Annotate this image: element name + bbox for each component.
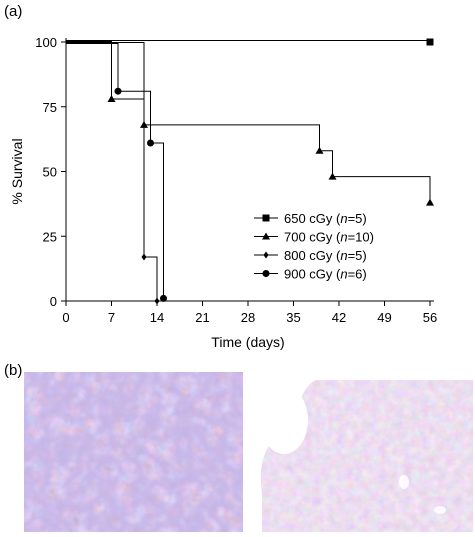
y-tick-label: 0 <box>50 294 57 309</box>
x-tick-label: 0 <box>62 310 69 325</box>
series-diamond <box>66 42 160 305</box>
series-square <box>66 38 434 46</box>
x-tick-label: 42 <box>332 310 346 325</box>
legend-triangle-icon <box>262 232 270 240</box>
y-tick-label: 75 <box>43 100 57 115</box>
series-line <box>66 41 431 203</box>
circle-point <box>147 139 154 147</box>
x-tick-label: 14 <box>150 310 164 325</box>
series-line <box>66 43 164 301</box>
legend-entry: 700 cGy (n=10) <box>254 230 374 245</box>
legend-circle-icon <box>262 270 270 277</box>
histology-image-left <box>24 372 243 532</box>
y-tick-label: 25 <box>43 229 57 244</box>
chart-plot-area <box>66 38 434 305</box>
legend-label: 900 cGy (n=6) <box>284 267 367 282</box>
x-axis-label: Time (days) <box>211 334 284 350</box>
triangle-point <box>328 172 337 180</box>
triangle-point <box>107 94 116 102</box>
legend-entry: 650 cGy (n=5) <box>254 211 367 226</box>
chart-axes: 0 7 14 21 28 35 42 49 56 0 25 50 75 100 <box>35 35 437 325</box>
legend-label: 700 cGy (n=10) <box>284 230 374 245</box>
histology-micrograph-right <box>254 372 473 532</box>
legend-entry: 800 cGy (n=5) <box>254 248 367 263</box>
diamond-point <box>141 253 147 261</box>
x-tick-label: 49 <box>377 310 391 325</box>
legend-square-icon <box>262 214 270 222</box>
x-tick-label: 28 <box>241 310 255 325</box>
x-tick-label: 35 <box>286 310 300 325</box>
x-tick-label: 56 <box>423 310 437 325</box>
survival-chart: 0 7 14 21 28 35 42 49 56 0 25 50 75 100 650 cGy (n=5)… <box>9 35 437 350</box>
histology-micrograph-left <box>24 372 243 532</box>
y-tick-label: 50 <box>43 165 57 180</box>
triangle-point <box>315 146 324 154</box>
diamond-point <box>154 297 160 305</box>
legend-label: 650 cGy (n=5) <box>284 211 367 226</box>
square-point <box>426 38 434 46</box>
series-circle <box>66 43 167 302</box>
y-tick-label: 100 <box>35 35 57 50</box>
legend-entry: 900 cGy (n=6) <box>254 267 367 282</box>
series-triangle <box>66 41 434 206</box>
panel-a-label: (a) <box>4 3 23 20</box>
legend-diamond-icon <box>263 251 269 259</box>
histology-image-right <box>254 372 473 532</box>
x-tick-label: 7 <box>108 310 115 325</box>
chart-legend: 650 cGy (n=5) 700 cGy (n=10) 800 cGy (n=5)… <box>254 211 374 282</box>
circle-point <box>160 294 167 302</box>
x-tick-label: 21 <box>195 310 209 325</box>
y-axis-label: % Survival <box>9 138 25 204</box>
circle-point <box>114 87 122 95</box>
panel-b-label: (b) <box>4 362 23 379</box>
triangle-point <box>426 198 434 206</box>
legend-label: 800 cGy (n=5) <box>284 248 367 263</box>
